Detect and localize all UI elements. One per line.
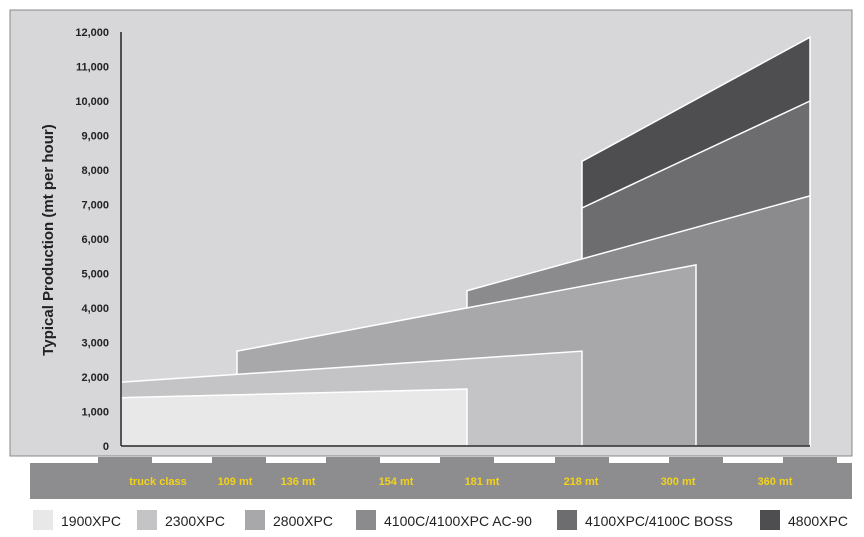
y-tick-label: 8,000 xyxy=(81,165,109,177)
x-tick-label: 136 mt xyxy=(281,476,316,488)
legend: 1900XPC 2300XPC 2800XPC 4100C/4100XPC AC-90… xyxy=(33,510,848,530)
y-axis-ticks: 0 1,000 2,000 3,000 4,000 5,000 6,000 7,000 8,00… xyxy=(75,27,109,453)
band-tab xyxy=(440,457,494,464)
legend-swatch xyxy=(760,510,780,530)
y-tick-label: 2,000 xyxy=(81,372,109,384)
band-tab xyxy=(555,457,609,464)
band-tab xyxy=(326,457,380,464)
band-tab xyxy=(783,457,837,464)
legend-label: 2800XPC xyxy=(273,513,333,529)
x-axis-band xyxy=(30,463,852,499)
y-tick-label: 10,000 xyxy=(75,96,109,108)
y-tick-label: 7,000 xyxy=(81,200,109,212)
y-tick-label: 6,000 xyxy=(81,234,109,246)
legend-label: 1900XPC xyxy=(61,513,121,529)
x-tick-label: 109 mt xyxy=(218,476,253,488)
legend-label: 4100XPC/4100C BOSS xyxy=(585,513,733,529)
x-tick-label: truck class xyxy=(129,476,186,488)
band-tab xyxy=(669,457,723,464)
y-tick-label: 5,000 xyxy=(81,269,109,281)
legend-swatch xyxy=(137,510,157,530)
legend-swatch xyxy=(33,510,53,530)
series-band xyxy=(120,388,468,447)
legend-label: 4100C/4100XPC AC-90 xyxy=(384,513,532,529)
legend-label: 4800XPC xyxy=(788,513,848,529)
y-tick-label: 4,000 xyxy=(81,303,109,315)
x-tick-label: 300 mt xyxy=(661,476,696,488)
legend-swatch xyxy=(557,510,577,530)
y-tick-label: 0 xyxy=(103,441,109,453)
band-tab xyxy=(98,457,152,464)
x-tick-label: 360 mt xyxy=(758,476,793,488)
band-tab xyxy=(212,457,266,464)
x-axis-band-tabs xyxy=(98,457,837,464)
y-tick-label: 1,000 xyxy=(81,407,109,419)
y-tick-label: 3,000 xyxy=(81,338,109,350)
y-tick-label: 9,000 xyxy=(81,131,109,143)
y-tick-label: 11,000 xyxy=(76,62,109,74)
y-tick-label: 12,000 xyxy=(75,27,109,39)
x-tick-label: 181 mt xyxy=(465,476,500,488)
y-axis-label: Typical Production (mt per hour) xyxy=(40,124,57,355)
x-tick-label: 154 mt xyxy=(379,476,414,488)
legend-swatch xyxy=(245,510,265,530)
x-axis-ticks: truck class 109 mt 136 mt 154 mt 181 mt 218 m… xyxy=(129,476,793,488)
legend-label: 2300XPC xyxy=(165,513,225,529)
legend-swatch xyxy=(356,510,376,530)
x-tick-label: 218 mt xyxy=(564,476,599,488)
